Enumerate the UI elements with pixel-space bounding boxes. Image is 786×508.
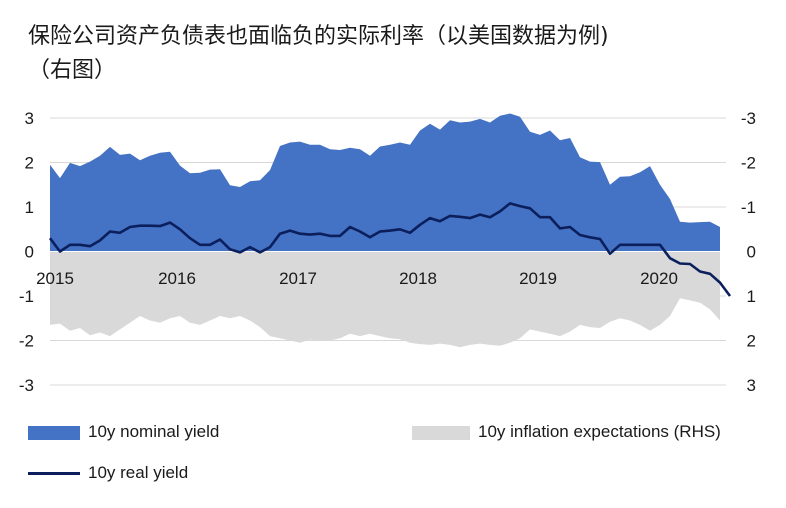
y-right-tick: 1: [747, 287, 756, 306]
y-left-tick: 1: [25, 198, 34, 217]
y-left-tick: -2: [19, 332, 34, 351]
y-left-tick: 0: [25, 243, 34, 262]
x-tick-label: 2016: [158, 269, 196, 288]
y-left-tick: -1: [19, 287, 34, 306]
chart-title-line2: （右图）: [28, 58, 117, 83]
y-right-tick: 0: [747, 243, 756, 262]
series-real-line: [48, 202, 732, 297]
legend-nominal-swatch: [28, 426, 80, 440]
legend-real-swatch: [28, 472, 80, 475]
legend-inflation-swatch: [412, 426, 470, 440]
legend-nominal-label: 10y nominal yield: [88, 422, 220, 441]
y-left-tick: 2: [25, 154, 34, 173]
series-inflation-area: [50, 251, 720, 348]
y-left-tick: 3: [25, 109, 34, 128]
y-right-tick: -2: [741, 154, 756, 173]
y-right-tick: -3: [741, 109, 756, 128]
chart-title-line1: 保险公司资产负债表也面临负的实际利率（以美国数据为例): [28, 24, 609, 49]
x-tick-label: 2019: [519, 269, 557, 288]
legend-real: 10y real yield: [28, 463, 328, 487]
legend-inflation-label: 10y inflation expectations (RHS): [478, 422, 721, 441]
chart-title: 保险公司资产负债表也面临负的实际利率（以美国数据为例) （右图）: [28, 20, 768, 88]
x-tick-label: 2020: [640, 269, 678, 288]
axis-ticks: 3 2 1 0 -1 -2 -3 -3 -2 -1 0 1 2 3 2015 2016 2017 2018 2019…: [19, 109, 756, 395]
x-tick-label: 2015: [36, 269, 74, 288]
y-right-tick: 2: [747, 332, 756, 351]
legend-inflation: 10y inflation expectations (RHS): [412, 422, 782, 446]
x-tick-label: 2018: [399, 269, 437, 288]
line-series: [48, 202, 732, 297]
y-left-tick: -3: [19, 376, 34, 395]
x-tick-label: 2017: [279, 269, 317, 288]
legend-nominal: 10y nominal yield: [28, 422, 328, 446]
y-right-tick: -1: [741, 198, 756, 217]
y-right-tick: 3: [747, 376, 756, 395]
series-nominal-area: [50, 113, 720, 252]
legend-real-label: 10y real yield: [88, 463, 189, 482]
